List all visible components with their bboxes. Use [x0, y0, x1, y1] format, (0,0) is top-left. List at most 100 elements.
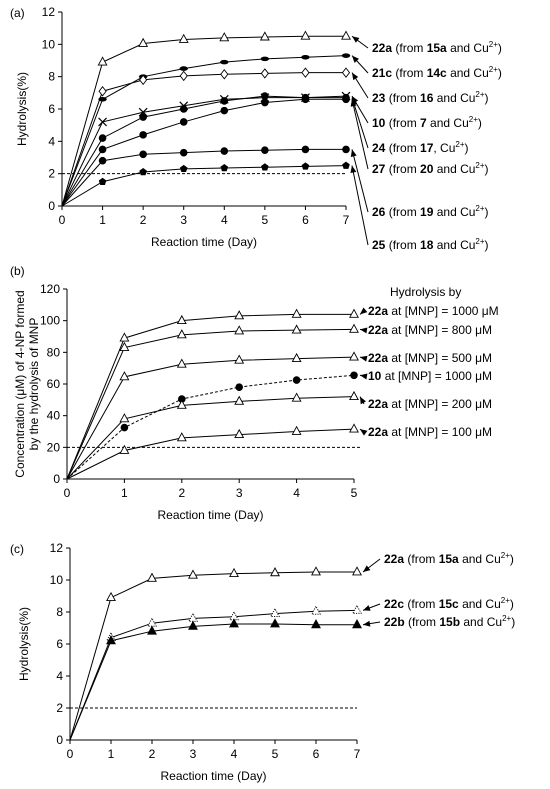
filled-pentagon-marker: [220, 164, 229, 172]
x-tick-label: 7: [343, 213, 350, 227]
annotation-part: at [MNP] = 200 μM: [388, 397, 492, 411]
annotation-arrow-head: [360, 429, 368, 436]
open-triangle-marker: [119, 413, 130, 423]
series-annotation: 27 (from 20 and Cu2+): [372, 161, 489, 176]
annotation-part: ): [465, 141, 469, 155]
y-tick-label: 4: [56, 669, 63, 683]
y-axis-title-line2: by the hydrolysis of MNP: [27, 318, 41, 451]
annotation-part: (from: [405, 615, 440, 629]
annotation-arrow-head: [360, 355, 368, 362]
series-line: [69, 623, 357, 741]
annotation-part: at [MNP] = 100 μM: [388, 425, 492, 439]
y-tick-label: 0: [48, 199, 55, 213]
open-triangle-marker: [349, 390, 359, 401]
annotation-part: ): [510, 552, 514, 566]
cross-marker: [98, 117, 107, 127]
filled-circle-marker: [301, 95, 310, 104]
y-tick-label: 2: [56, 701, 63, 715]
filled-pentagon-marker: [301, 162, 310, 170]
x-axis-title: Reaction time (Day): [160, 769, 266, 783]
filled-circle-marker: [292, 376, 301, 384]
open-triangle-marker: [176, 399, 187, 409]
filled-circle-marker: [178, 395, 186, 403]
y-tick-label: 0: [53, 472, 60, 486]
filled-triangle-marker: [229, 618, 239, 628]
x-tick-label: 0: [59, 213, 66, 227]
open-triangle-marker: [229, 567, 239, 577]
y-tick-label: 2: [48, 167, 55, 181]
dash-marker: [220, 59, 229, 65]
annotation-part: (from: [385, 162, 420, 176]
open-triangle-marker: [291, 308, 302, 318]
x-tick-label: 3: [190, 747, 197, 761]
series-0: [66, 307, 368, 480]
open-triangle-marker: [311, 566, 321, 576]
series-line: [61, 148, 346, 207]
annotation-arrow-line: [351, 99, 369, 170]
series-line: [69, 571, 357, 741]
annotation-part: 10: [368, 369, 382, 383]
dotted-triangle-marker: [311, 605, 321, 615]
annotation-part: 7: [420, 116, 427, 130]
dotted-triangle-marker: [270, 607, 280, 617]
annotation-part: 2+: [489, 40, 498, 49]
open-triangle-marker: [97, 56, 108, 66]
filled-pentagon-marker: [139, 168, 147, 176]
annotation-part: 25: [372, 238, 386, 252]
series-annotation: 21c (from 14c and Cu2+): [372, 65, 502, 80]
x-tick-label: 2: [178, 486, 185, 500]
open-triangle-marker: [291, 425, 302, 435]
dash-marker: [179, 66, 188, 71]
open-triangle-marker: [291, 392, 302, 402]
annotation-part: (from: [385, 238, 420, 252]
x-tick-label: 6: [302, 213, 309, 227]
y-tick-label: 10: [50, 573, 64, 587]
x-tick-label: 3: [180, 213, 187, 227]
open-triangle-marker: [188, 569, 198, 579]
annotation-part: 21c: [372, 66, 392, 80]
annotation-arrow-line: [351, 97, 369, 149]
open-diamond-marker: [341, 67, 351, 78]
annotation-part: 19: [420, 205, 434, 219]
x-tick-label: 0: [67, 747, 74, 761]
filled-circle-marker: [179, 118, 188, 126]
open-triangle-marker: [119, 444, 130, 454]
y-tick-label: 40: [47, 409, 61, 423]
annotation-part: and Cu: [459, 552, 501, 566]
open-triangle-marker: [291, 324, 302, 334]
open-diamond-marker: [139, 74, 148, 86]
filled-circle-marker: [179, 148, 188, 157]
panel-label: (b): [10, 264, 25, 278]
filled-triangle-marker: [147, 625, 157, 635]
filled-circle-marker: [220, 97, 229, 105]
series-annotation: 25 (from 18 and Cu2+): [372, 237, 489, 252]
open-triangle-marker: [219, 32, 230, 42]
series-line: [61, 35, 346, 207]
series-annotation: 26 (from 19 and Cu2+): [372, 204, 489, 219]
annotation-part: and Cu: [447, 66, 489, 80]
series-5: [61, 95, 369, 207]
annotation-part: at [MNP] = 800 μM: [388, 323, 492, 337]
x-tick-label: 5: [351, 486, 358, 500]
annotation-part: 22a: [384, 552, 404, 566]
series-line: [66, 374, 355, 480]
open-triangle-marker: [176, 329, 187, 339]
x-tick-label: 1: [99, 213, 106, 227]
filled-triangle-marker: [106, 635, 116, 645]
filled-circle-marker: [301, 145, 310, 154]
dash-marker: [301, 54, 310, 60]
dotted-triangle-marker: [147, 617, 157, 627]
filled-triangle-marker: [188, 620, 198, 630]
annotation-part: 15b: [439, 615, 460, 629]
filled-circle-marker: [342, 95, 350, 104]
annotation-arrow-head: [363, 620, 371, 627]
series-annotation: 22a (from 15a and Cu2+): [384, 551, 514, 566]
series-annotation: 22a at [MNP] = 500 μM: [368, 351, 492, 365]
filled-circle-marker: [220, 106, 229, 115]
y-tick-label: 100: [40, 314, 60, 328]
series-4: [66, 390, 366, 480]
annotation-part: ): [485, 162, 489, 176]
series-annotation: 10 (from 7 and Cu2+): [372, 115, 482, 130]
